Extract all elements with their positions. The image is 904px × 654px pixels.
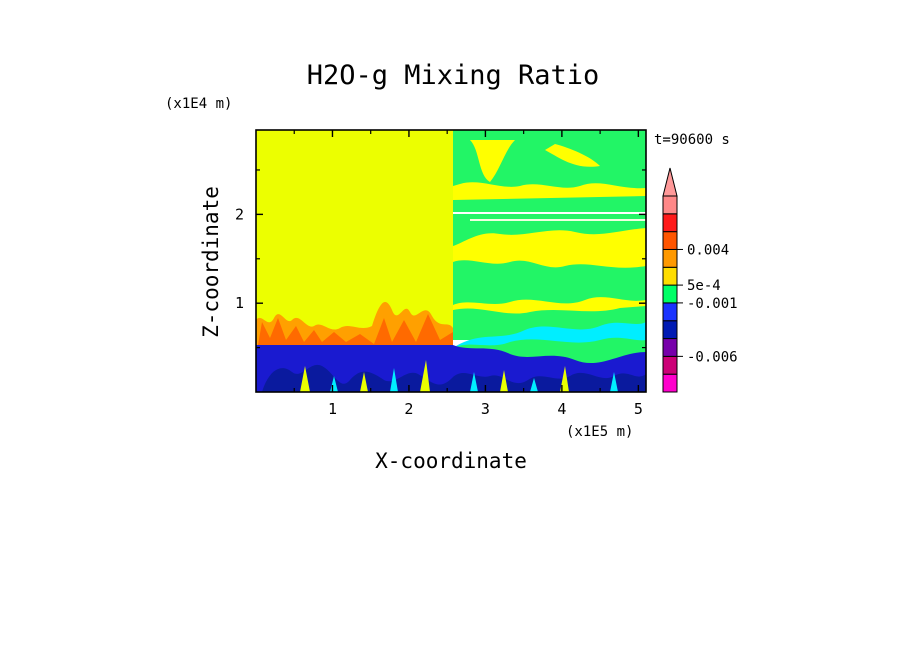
contour-yellow-streaks-low — [300, 360, 569, 392]
x-tick-label: 1 — [328, 400, 337, 418]
colorbar-segment — [662, 373, 678, 393]
colorbar-segment — [662, 213, 678, 233]
colorbar-extend-arrow — [662, 167, 678, 197]
colorbar-label: 0.004 — [687, 242, 729, 258]
colorbar-label: 5e-4 — [687, 278, 721, 294]
time-label: t=90600 s — [654, 132, 730, 148]
contour-white-line-1 — [453, 212, 646, 214]
x-tick-label: 3 — [481, 400, 490, 418]
contour-white-line-2 — [470, 219, 646, 221]
contour-red-peaks — [258, 314, 453, 345]
contour-cyan-streaks-low — [330, 368, 618, 392]
contour-navy-blobs — [262, 364, 646, 392]
colorbar-label: -0.006 — [687, 349, 738, 365]
colorbar-segment — [662, 231, 678, 250]
y-unit-label: (x1E4 m) — [165, 96, 232, 112]
x-axis-label: X-coordinate — [375, 449, 527, 473]
y-axis-label: Z-coordinate — [199, 186, 223, 338]
colorbar-segment — [662, 195, 678, 215]
x-tick-label: 5 — [634, 400, 643, 418]
colorbar-segment — [662, 302, 678, 322]
chart-title: H2O-g Mixing Ratio — [307, 60, 600, 91]
x-tick-label: 4 — [557, 400, 566, 418]
contour-yellow-streak-2 — [545, 144, 600, 167]
colorbar-segment — [662, 338, 678, 357]
y-tick-label: 1 — [235, 294, 244, 312]
y-tick-label: 2 — [235, 205, 244, 223]
colorbar: 0.004 5e-4 -0.001 -0.006 — [662, 167, 738, 393]
plot-frame — [255, 129, 647, 393]
contour-green-band-3 — [453, 260, 646, 305]
colorbar-segment — [662, 320, 678, 340]
plot-area — [256, 130, 646, 392]
x-tick-label: 2 — [404, 400, 413, 418]
y-axis: 12 — [235, 169, 646, 349]
colorbar-segment — [662, 248, 678, 268]
colorbar-segment — [662, 266, 678, 286]
field-left-upper — [256, 130, 453, 340]
colorbar-label: -0.001 — [687, 296, 738, 312]
colorbar-segment — [662, 355, 678, 375]
x-unit-label: (x1E5 m) — [566, 424, 633, 440]
colorbar-segment — [662, 284, 678, 304]
contour-yellow-streak-1 — [470, 140, 515, 182]
x-axis: 1 2 3 4 5 — [293, 130, 643, 418]
